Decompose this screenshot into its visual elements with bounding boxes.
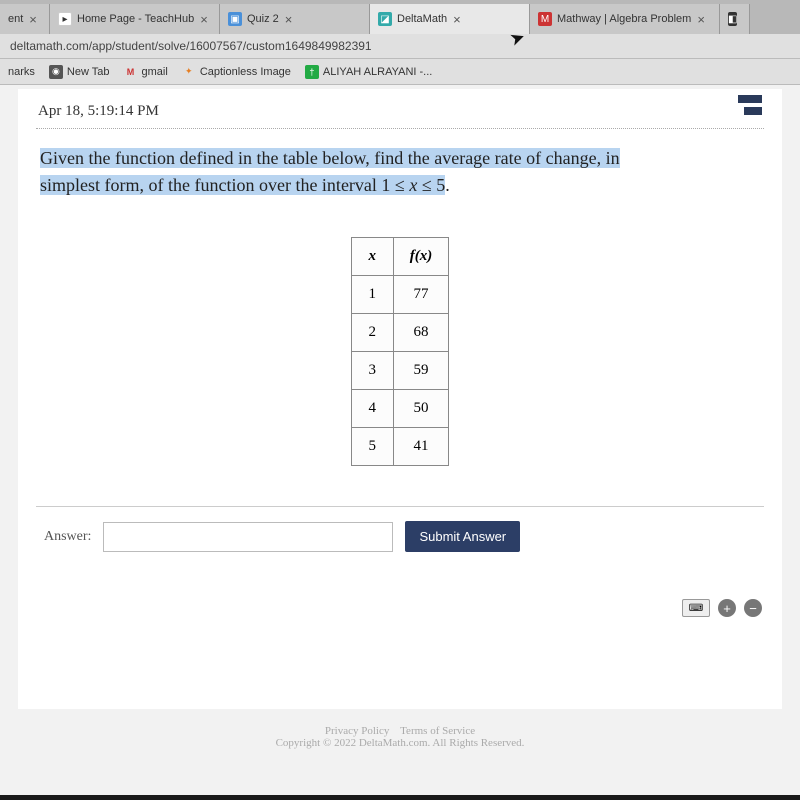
tab-label: Home Page - TeachHub [77,13,194,25]
bookmark-gmail[interactable]: M gmail [124,65,168,79]
page-outer: Apr 18, 5:19:14 PM Given the function de… [0,85,800,795]
tab-bar: ent × ▸ Home Page - TeachHub × ▣ Quiz 2 … [0,0,800,34]
favicon-icon: ◪ [378,12,392,26]
tab-label: Quiz 2 [247,13,279,25]
favicon-icon: ◧ [728,12,737,26]
browser-chrome: ent × ▸ Home Page - TeachHub × ▣ Quiz 2 … [0,0,800,85]
bookmark-label: narks [8,66,35,78]
table-row: 359 [351,352,449,390]
url-text: deltamath.com/app/student/solve/16007567… [10,39,372,53]
plus-icon[interactable]: + [718,599,736,617]
tab-quiz2[interactable]: ▣ Quiz 2 × [220,4,370,34]
bookmark-label: ALIYAH ALRAYANI -... [323,66,432,78]
question-interval: 1 ≤ x ≤ 5 [381,175,445,195]
tab-extra[interactable]: ◧ [720,4,750,34]
doc-icon: † [305,65,319,79]
tab-deltamath[interactable]: ◪ DeltaMath × [370,4,530,34]
separator [36,128,764,129]
progress-indicator [738,95,762,115]
image-icon: ✦ [182,65,196,79]
table-row: 268 [351,314,449,352]
cell-x: 1 [351,276,393,314]
question-line2: simplest form, of the function over the … [40,175,381,195]
header-fx: f(x) [393,238,449,276]
cell-fx: 77 [393,276,449,314]
table-row: 177 [351,276,449,314]
question-text: Given the function defined in the table … [36,139,764,213]
close-icon[interactable]: × [200,12,208,27]
cell-x: 4 [351,390,393,428]
favicon-icon: ▣ [228,12,242,26]
terms-link[interactable]: Terms of Service [400,725,475,737]
close-icon[interactable]: × [285,12,293,27]
table-row: 541 [351,428,449,466]
cell-fx: 50 [393,390,449,428]
header-x: x [351,238,393,276]
bookmark-label: gmail [142,66,168,78]
globe-icon: ◉ [49,65,63,79]
url-bar[interactable]: deltamath.com/app/student/solve/16007567… [0,34,800,59]
table-header-row: x f(x) [351,238,449,276]
answer-label: Answer: [44,529,91,545]
function-table: x f(x) 177 268 359 450 541 [351,237,450,466]
favicon-icon: ▸ [58,12,72,26]
question-line1: Given the function defined in the table … [40,148,620,168]
tab-teachhub[interactable]: ▸ Home Page - TeachHub × [50,4,220,34]
answer-input[interactable] [103,522,393,552]
function-table-wrap: x f(x) 177 268 359 450 541 [36,237,764,466]
close-icon[interactable]: × [697,12,705,27]
gmail-icon: M [124,65,138,79]
copyright-text: Copyright © 2022 DeltaMath.com. All Righ… [276,737,525,749]
tab-label: DeltaMath [397,13,447,25]
cell-x: 3 [351,352,393,390]
answer-tools: ⌨ + − [682,599,762,617]
answer-row: Answer: Submit Answer [36,506,764,566]
bookmark-label: Captionless Image [200,66,291,78]
bookmark-narks[interactable]: narks [8,66,35,78]
cell-fx: 41 [393,428,449,466]
submit-button[interactable]: Submit Answer [405,521,520,552]
favicon-icon: M [538,12,552,26]
question-period: . [445,175,450,195]
page-footer: Privacy Policy Terms of Service Copyrigh… [0,709,800,779]
bookmarks-bar: narks ◉ New Tab M gmail ✦ Captionless Im… [0,59,800,85]
cell-fx: 59 [393,352,449,390]
privacy-link[interactable]: Privacy Policy [325,725,389,737]
cell-x: 2 [351,314,393,352]
tab-mathway[interactable]: M Mathway | Algebra Problem × [530,4,720,34]
bookmark-label: New Tab [67,66,110,78]
bookmark-captionless[interactable]: ✦ Captionless Image [182,65,291,79]
table-row: 450 [351,390,449,428]
tab-label: Mathway | Algebra Problem [557,13,691,25]
bookmark-newtab[interactable]: ◉ New Tab [49,65,110,79]
timestamp: Apr 18, 5:19:14 PM [38,103,764,120]
close-icon[interactable]: × [453,12,461,27]
minus-icon[interactable]: − [744,599,762,617]
page-content: Apr 18, 5:19:14 PM Given the function de… [18,89,782,709]
cell-fx: 68 [393,314,449,352]
keyboard-icon[interactable]: ⌨ [682,599,710,617]
bookmark-aliyah[interactable]: † ALIYAH ALRAYANI -... [305,65,432,79]
close-icon[interactable]: × [29,12,37,27]
tab-label: ent [8,13,23,25]
tab-ent[interactable]: ent × [0,4,50,34]
cell-x: 5 [351,428,393,466]
